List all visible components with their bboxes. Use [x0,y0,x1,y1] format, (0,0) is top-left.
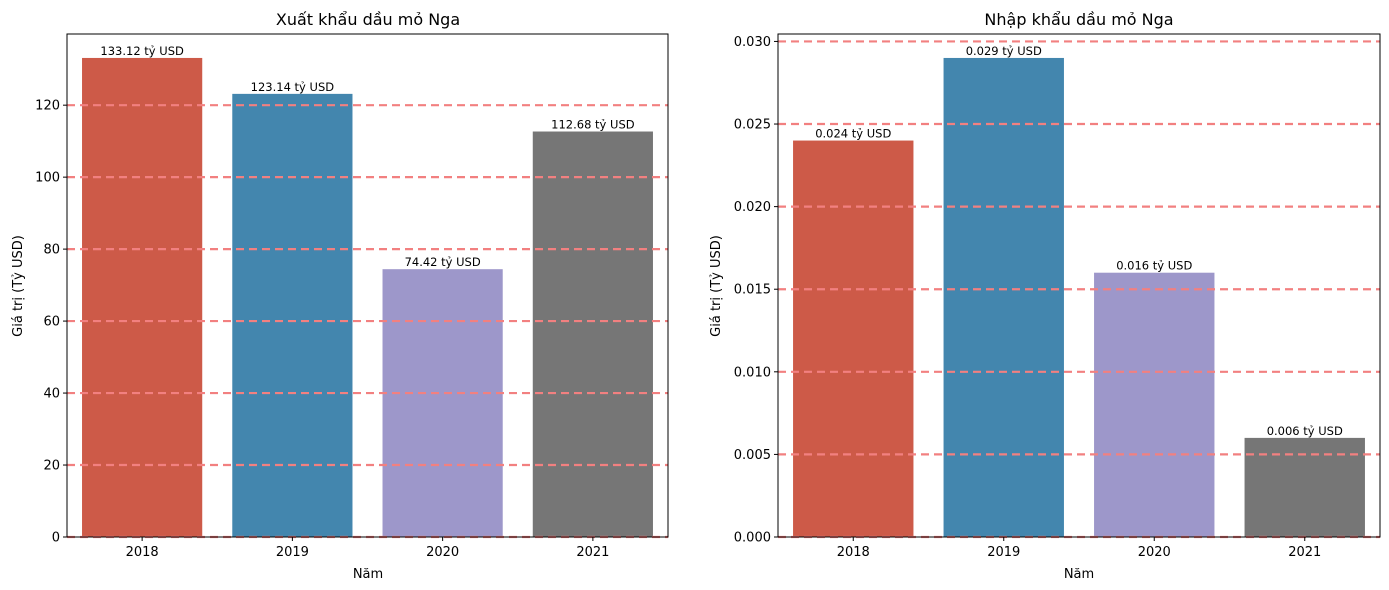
x-tick-label: 2021 [576,545,609,560]
y-tick-label: 0.000 [734,531,771,546]
x-axis-label: Năm [1064,567,1094,582]
chart-right: Nhập khẩu dầu mỏ Nga Năm Giá trị (Tỷ USD… [709,10,1381,582]
data-label: 74.42 tỷ USD [405,255,481,269]
data-label: 112.68 tỷ USD [551,118,635,132]
y-tick-label: 0.010 [734,365,771,380]
y-tick-label: 40 [43,387,60,402]
y-tick-label: 0.025 [734,118,771,133]
y-tick-label: 120 [35,99,60,114]
y-tick-label: 20 [43,459,60,474]
x-tick-label: 2019 [276,545,309,560]
data-label: 123.14 tỷ USD [251,80,335,94]
x-tick-label: 2018 [837,545,870,560]
y-tick-label: 80 [43,243,60,258]
y-tick-label: 0.005 [734,448,771,463]
x-tick-label: 2020 [426,545,459,560]
x-axis-label: Năm [353,567,383,582]
bar-2018 [82,57,203,537]
data-label: 133.12 tỷ USD [100,44,184,58]
bar-2021 [1244,437,1365,537]
bar-2020 [1094,272,1215,537]
chart-title: Nhập khẩu dầu mỏ Nga [984,10,1173,29]
data-label: 0.016 tỷ USD [1116,259,1192,273]
y-tick-label: 0 [52,531,60,546]
y-tick-label: 60 [43,315,60,330]
y-tick-label: 0.015 [734,283,771,298]
chart-left: Xuất khẩu dầu mỏ Nga Năm Giá trị (Tỷ USD… [11,10,669,582]
y-axis-label: Giá trị (Tỷ USD) [11,235,26,337]
data-label: 0.024 tỷ USD [815,127,891,141]
bar-2019 [943,57,1064,537]
data-label: 0.029 tỷ USD [966,44,1042,58]
x-tick-label: 2021 [1288,545,1321,560]
y-tick-label: 0.020 [734,200,771,215]
bar-2019 [232,93,353,538]
data-label: 0.006 tỷ USD [1267,424,1343,438]
chart-title: Xuất khẩu dầu mỏ Nga [276,10,460,29]
bar-2021 [532,131,653,537]
bar-2018 [793,140,914,538]
axes-frame [66,33,669,538]
axes-frame [777,33,1381,538]
x-tick-label: 2019 [987,545,1020,560]
bar-2020 [382,269,503,537]
x-tick-label: 2018 [126,545,159,560]
y-tick-label: 0.030 [734,35,771,50]
y-tick-label: 100 [35,171,60,186]
x-tick-label: 2020 [1138,545,1171,560]
y-axis-label: Giá trị (Tỷ USD) [709,235,724,337]
